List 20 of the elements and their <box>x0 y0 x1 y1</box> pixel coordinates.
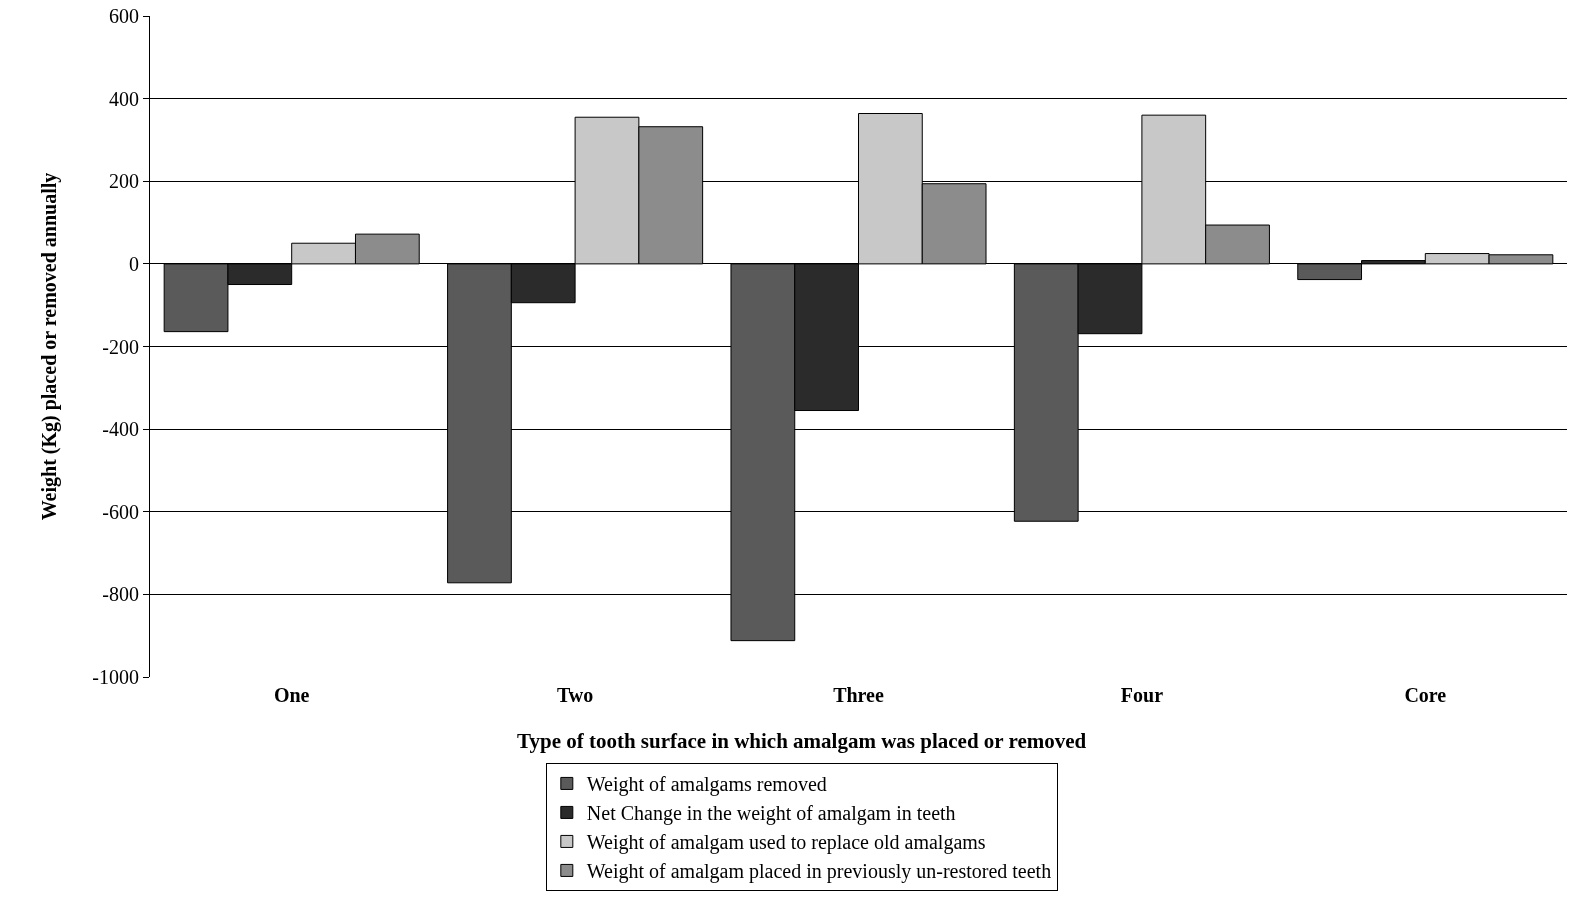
x-tick-label: Core <box>1404 684 1447 706</box>
legend-label: Weight of amalgams removed <box>586 773 827 797</box>
y-tick-label: -800 <box>102 583 139 606</box>
y-tick-label: 600 <box>109 5 139 27</box>
y-tick-label: 0 <box>129 252 139 275</box>
x-tick-label: Two <box>556 684 594 706</box>
legend-label: Weight of amalgam placed in previously un-restored teeth <box>586 860 1052 884</box>
y-tick-label: -400 <box>102 418 139 441</box>
x-axis-title: Type of tooth surface in which amalgam was placed or removed <box>517 729 1087 753</box>
x-tick-label: One <box>273 684 310 706</box>
y-tick-label: -200 <box>102 335 139 358</box>
legend-label: Weight of amalgam used to replace old amalgams <box>586 831 986 855</box>
y-tick-label: 400 <box>109 87 139 110</box>
y-tick-label: 200 <box>109 170 139 193</box>
x-tick-label: Three <box>833 684 884 706</box>
y-axis-title: Weight (Kg) placed or removed annually <box>37 172 61 521</box>
y-tick-label: -1000 <box>92 666 139 688</box>
y-tick-label: -600 <box>102 500 139 523</box>
legend-label: Net Change in the weight of amalgam in teeth <box>586 802 956 826</box>
x-tick-label: Four <box>1120 684 1164 706</box>
